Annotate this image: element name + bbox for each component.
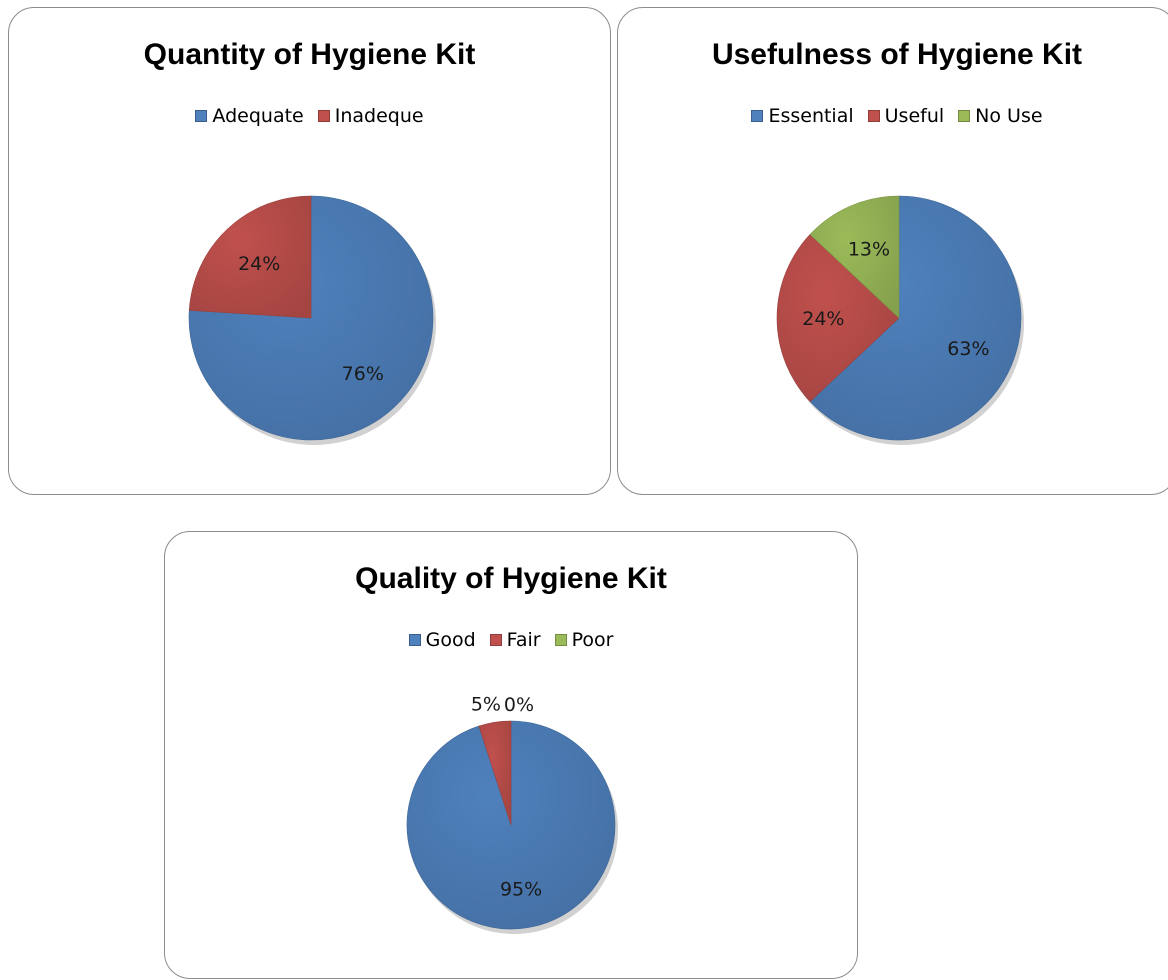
legend-swatch-icon: [317, 110, 330, 122]
pie-slice-essential: [809, 195, 1022, 441]
pie-slice-inadeque: [188, 195, 312, 319]
legend-item: Fair: [489, 629, 541, 651]
pie-chart: 76% 24%: [188, 195, 436, 445]
legend-swatch-icon: [489, 634, 502, 646]
chart-panel-quality: Quality of Hygiene Kit Good Fair Poor 95…: [164, 531, 858, 979]
legend-label: Inadeque: [334, 105, 424, 127]
legend-item: Inadeque: [317, 105, 424, 127]
data-label: 13%: [848, 239, 890, 261]
pie-chart: 95% 5% 0%: [406, 694, 618, 934]
legend-label: Poor: [571, 629, 614, 651]
chart-panel-usefulness: Usefulness of Hygiene Kit Essential Usef…: [617, 7, 1168, 495]
legend-item: Useful: [867, 105, 945, 127]
legend-item: Poor: [554, 629, 614, 651]
data-label: 76%: [342, 363, 384, 385]
chart-legend: Adequate Inadeque: [9, 105, 610, 127]
legend-label: Good: [425, 629, 476, 651]
pie-slice-no-use: [809, 195, 900, 319]
data-label: 0%: [504, 694, 534, 716]
legend-swatch-icon: [751, 110, 764, 122]
data-label: 24%: [238, 253, 280, 275]
pie-slice-useful: [776, 234, 900, 402]
legend-swatch-icon: [195, 110, 208, 122]
legend-label: Adequate: [212, 105, 304, 127]
legend-swatch-icon: [958, 110, 971, 122]
chart-title: Quantity of Hygiene Kit: [143, 38, 476, 71]
legend-swatch-icon: [867, 110, 880, 122]
legend-label: Fair: [506, 629, 541, 651]
legend-item: Essential: [751, 105, 854, 127]
legend-swatch-icon: [408, 634, 421, 646]
chart-title: Usefulness of Hygiene Kit: [711, 38, 1083, 71]
legend-label: Useful: [884, 105, 945, 127]
chart-title: Quality of Hygiene Kit: [355, 562, 667, 595]
data-label: 63%: [947, 338, 989, 360]
pie-chart: 63% 24% 13%: [776, 195, 1024, 445]
data-label: 5%: [471, 694, 501, 716]
chart-legend: Essential Useful No Use: [618, 105, 1168, 127]
legend-swatch-icon: [554, 634, 567, 646]
chart-panel-quantity: Quantity of Hygiene Kit Adequate Inadequ…: [8, 7, 611, 495]
data-label: 24%: [802, 308, 844, 330]
legend-item: Adequate: [195, 105, 304, 127]
pie-slice-fair: [478, 720, 512, 826]
chart-legend: Good Fair Poor: [165, 629, 857, 651]
data-label: 95%: [500, 879, 542, 901]
legend-label: No Use: [975, 105, 1043, 127]
legend-label: Essential: [768, 105, 854, 127]
legend-item: Good: [408, 629, 476, 651]
legend-item: No Use: [958, 105, 1043, 127]
